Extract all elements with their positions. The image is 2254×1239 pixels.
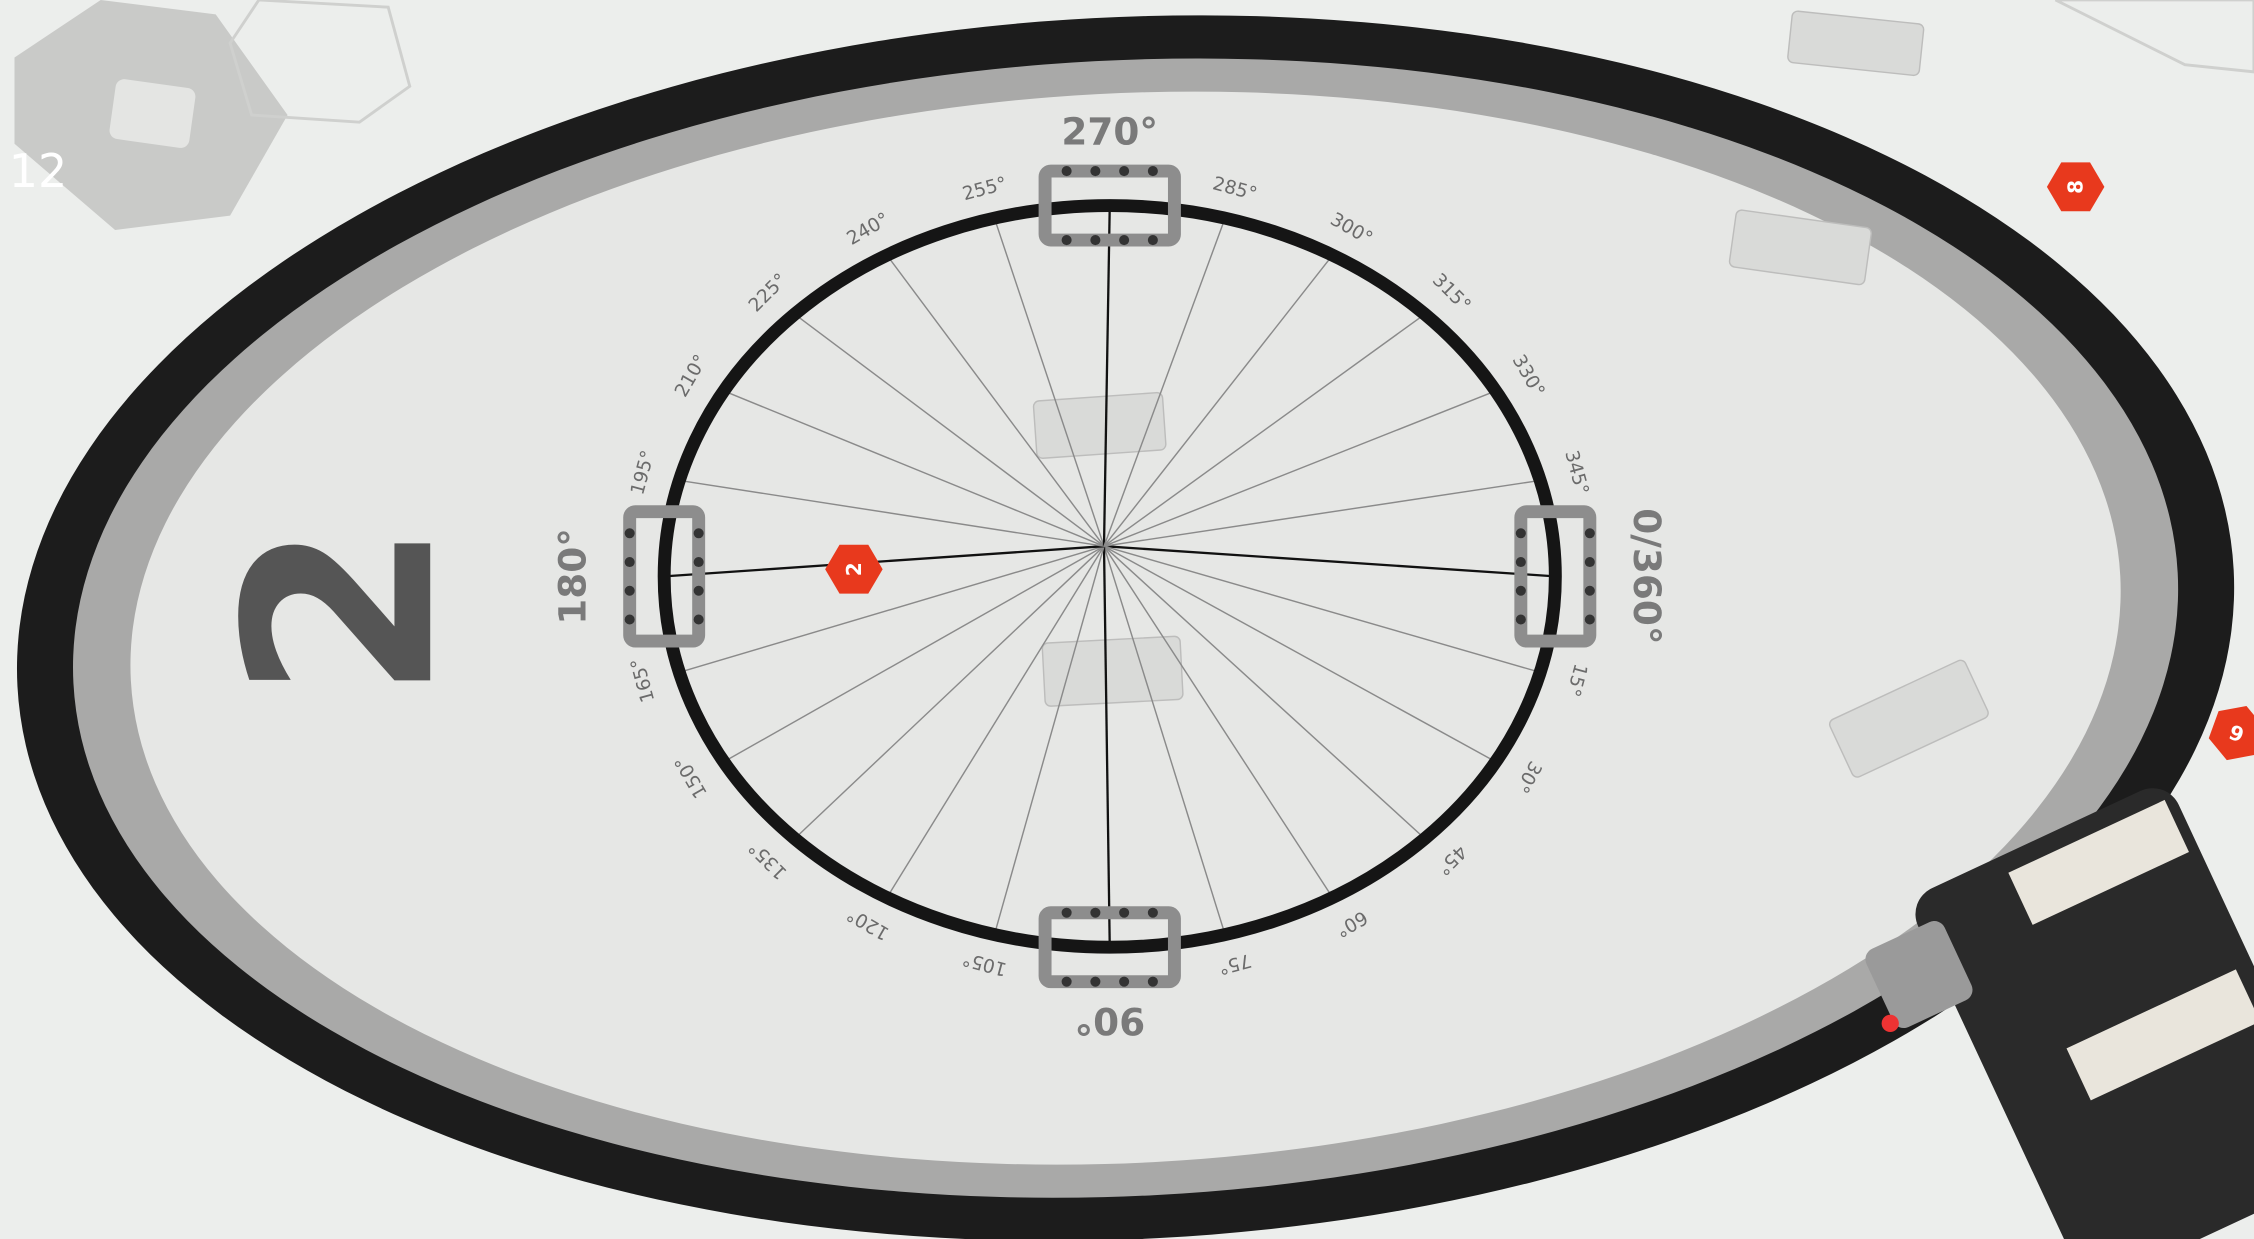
beam-hole — [1090, 235, 1100, 245]
beam-hole — [1516, 528, 1526, 538]
beam-hole — [694, 528, 704, 538]
beam-hole — [1516, 614, 1526, 624]
beam-hole — [1148, 908, 1158, 918]
beam-hole — [1585, 557, 1595, 567]
beam-hole — [1119, 908, 1129, 918]
beam-hole — [1148, 166, 1158, 176]
beam-hole — [625, 528, 635, 538]
hex-hole — [108, 78, 196, 149]
angle-label: 180° — [551, 528, 595, 625]
beam-hole — [1090, 166, 1100, 176]
beam-hole — [625, 586, 635, 596]
beam-hole — [1062, 908, 1072, 918]
marker-label: 2 — [842, 562, 866, 576]
beam-hole — [1090, 977, 1100, 987]
beam-hole — [1119, 977, 1129, 987]
beam-hole — [1090, 908, 1100, 918]
beam-hole — [625, 614, 635, 624]
beam-hole — [694, 557, 704, 567]
zone-number: 2 — [191, 521, 492, 701]
beam-hole — [1516, 586, 1526, 596]
page: 0/360°15°30°45°60°75°90°105°120°135°150°… — [0, 0, 2254, 1239]
angle-label: 270° — [1061, 110, 1158, 154]
angle-label: 90° — [1074, 999, 1145, 1043]
beam-hole — [694, 586, 704, 596]
beam-hole — [1585, 586, 1595, 596]
angle-label: 0/360° — [1625, 508, 1669, 644]
sensor-light — [1882, 1015, 1899, 1032]
overlay-label: 12 — [9, 144, 68, 198]
beam-hole — [1062, 235, 1072, 245]
beam-hole — [1119, 235, 1129, 245]
beam-hole — [1585, 528, 1595, 538]
placement-rect — [1033, 392, 1166, 458]
beam-hole — [1119, 166, 1129, 176]
beam-hole — [625, 557, 635, 567]
beam-hole — [1516, 557, 1526, 567]
beam-hole — [1062, 166, 1072, 176]
marker-label: 8 — [2064, 180, 2088, 194]
placement-rect — [1042, 636, 1183, 706]
beam-hole — [694, 614, 704, 624]
beam-hole — [1062, 977, 1072, 987]
beam-hole — [1148, 235, 1158, 245]
beam-hole — [1148, 977, 1158, 987]
scene: 0/360°15°30°45°60°75°90°105°120°135°150°… — [0, 0, 2254, 1239]
beam-hole — [1585, 614, 1595, 624]
